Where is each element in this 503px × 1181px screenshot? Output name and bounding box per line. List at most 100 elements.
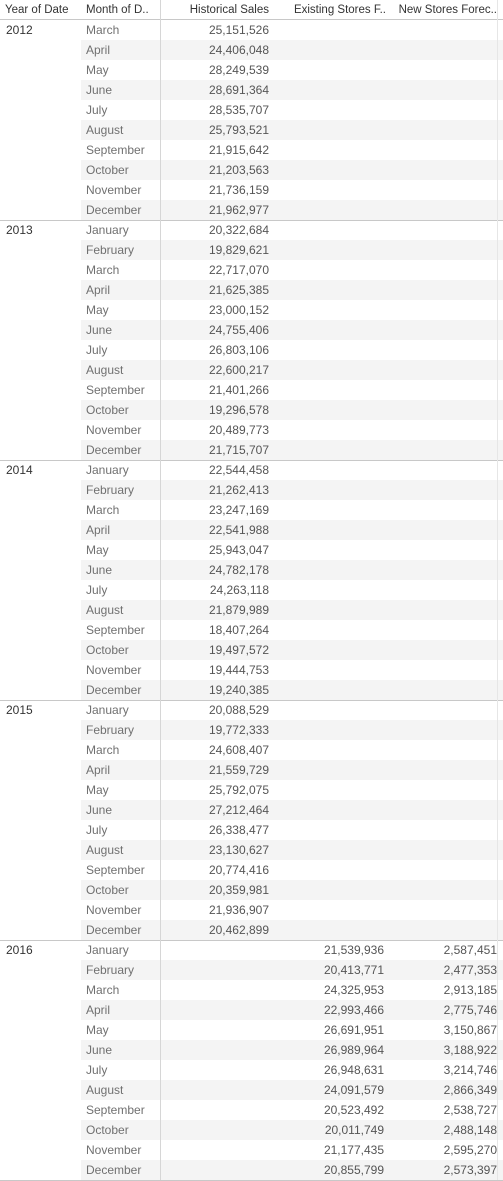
- existing-stores-forecast-value: [270, 200, 384, 220]
- table-row[interactable]: November 19,444,753: [0, 660, 503, 680]
- table-row[interactable]: October 20,359,981: [0, 880, 503, 900]
- table-row[interactable]: January 22,544,458: [0, 460, 503, 480]
- new-stores-forecast-value: [388, 900, 497, 920]
- month-label: October: [86, 643, 129, 657]
- year-group: March 25,151,526 April 24,406,048 May 28,249,…: [0, 20, 503, 220]
- table-row[interactable]: June 24,782,178: [0, 560, 503, 580]
- table-row[interactable]: August 25,793,521: [0, 120, 503, 140]
- historical-sales-value: 28,691,364: [208, 83, 269, 97]
- row-band: [81, 920, 503, 940]
- table-row[interactable]: October 19,296,578: [0, 400, 503, 420]
- right-edge-divider: [497, 0, 498, 1181]
- new-stores-forecast-value: [388, 860, 497, 880]
- table-row[interactable]: September 18,407,264: [0, 620, 503, 640]
- table-row[interactable]: January 20,088,529: [0, 700, 503, 720]
- table-row[interactable]: September 20,523,492 2,538,727: [0, 1100, 503, 1120]
- table-row[interactable]: June 27,212,464: [0, 800, 503, 820]
- historical-sales-value: [161, 1080, 269, 1100]
- month-label: August: [86, 1083, 124, 1097]
- table-row[interactable]: February 21,262,413: [0, 480, 503, 500]
- table-row[interactable]: December 21,715,707: [0, 440, 503, 460]
- new-stores-forecast-value: [388, 480, 497, 500]
- table-row[interactable]: August 24,091,579 2,866,349: [0, 1080, 503, 1100]
- table-row[interactable]: July 26,338,477: [0, 820, 503, 840]
- month-label: June: [86, 1043, 113, 1057]
- new-stores-forecast-value: [388, 260, 497, 280]
- table-row[interactable]: October 20,011,749 2,488,148: [0, 1120, 503, 1140]
- month-label: November: [86, 1143, 142, 1157]
- historical-sales-value: 26,803,106: [208, 343, 269, 357]
- table-row[interactable]: November 21,936,907: [0, 900, 503, 920]
- table-row[interactable]: April 21,625,385: [0, 280, 503, 300]
- existing-stores-forecast-value: [270, 280, 384, 300]
- table-row[interactable]: May 28,249,539: [0, 60, 503, 80]
- table-row[interactable]: August 21,879,989: [0, 600, 503, 620]
- table-row[interactable]: July 26,803,106: [0, 340, 503, 360]
- table-row[interactable]: July 28,535,707: [0, 100, 503, 120]
- new-stores-forecast-value: [388, 600, 497, 620]
- table-row[interactable]: August 22,600,217: [0, 360, 503, 380]
- table-row[interactable]: January 21,539,936 2,587,451: [0, 940, 503, 960]
- table-row[interactable]: June 28,691,364: [0, 80, 503, 100]
- table-row[interactable]: January 20,322,684: [0, 220, 503, 240]
- table-row[interactable]: February 19,829,621: [0, 240, 503, 260]
- new-stores-forecast-value: [388, 160, 497, 180]
- table-row[interactable]: March 22,717,070: [0, 260, 503, 280]
- header-new-stores-forecast[interactable]: New Stores Forec..: [398, 4, 497, 16]
- month-label: November: [86, 903, 142, 917]
- table-row[interactable]: April 22,993,466 2,775,746: [0, 1000, 503, 1020]
- table-row[interactable]: October 21,203,563: [0, 160, 503, 180]
- table-row[interactable]: July 26,948,631 3,214,746: [0, 1060, 503, 1080]
- table-row[interactable]: May 26,691,951 3,150,867: [0, 1020, 503, 1040]
- table-row[interactable]: September 21,401,266: [0, 380, 503, 400]
- existing-stores-forecast-value: [270, 660, 384, 680]
- historical-sales-value: 19,772,333: [208, 723, 269, 737]
- table-row[interactable]: November 21,177,435 2,595,270: [0, 1140, 503, 1160]
- table-row[interactable]: December 21,962,977: [0, 200, 503, 220]
- row-band: [81, 360, 503, 380]
- month-label: June: [86, 323, 113, 337]
- table-row[interactable]: December 20,855,799 2,573,397: [0, 1160, 503, 1180]
- table-row[interactable]: June 26,989,964 3,188,922: [0, 1040, 503, 1060]
- table-row[interactable]: March 24,325,953 2,913,185: [0, 980, 503, 1000]
- new-stores-forecast-value: [388, 320, 497, 340]
- header-historical-sales[interactable]: Historical Sales: [189, 4, 269, 16]
- new-stores-forecast-value: [388, 120, 497, 140]
- table-row[interactable]: November 21,736,159: [0, 180, 503, 200]
- table-row[interactable]: April 24,406,048: [0, 40, 503, 60]
- table-row[interactable]: February 19,772,333: [0, 720, 503, 740]
- year-group: January 20,088,529 February 19,772,333 March…: [0, 700, 503, 940]
- table-row[interactable]: December 19,240,385: [0, 680, 503, 700]
- month-label: May: [86, 1023, 109, 1037]
- existing-stores-forecast-value: 20,523,492: [323, 1103, 384, 1117]
- row-band: [81, 1120, 503, 1140]
- table-row[interactable]: May 25,943,047: [0, 540, 503, 560]
- table-row[interactable]: September 20,774,416: [0, 860, 503, 880]
- table-row[interactable]: July 24,263,118: [0, 580, 503, 600]
- table-row[interactable]: June 24,755,406: [0, 320, 503, 340]
- table-row[interactable]: August 23,130,627: [0, 840, 503, 860]
- month-label: July: [86, 343, 108, 357]
- table-row[interactable]: April 21,559,729: [0, 760, 503, 780]
- table-row[interactable]: March 23,247,169: [0, 500, 503, 520]
- table-row[interactable]: February 20,413,771 2,477,353: [0, 960, 503, 980]
- row-band: [81, 960, 503, 980]
- historical-sales-value: 19,497,572: [208, 643, 269, 657]
- table-row[interactable]: November 20,489,773: [0, 420, 503, 440]
- header-year-of-date[interactable]: Year of Date: [5, 4, 69, 16]
- header-existing-stores-forecast[interactable]: Existing Stores F..: [293, 4, 386, 16]
- table-row[interactable]: September 21,915,642: [0, 140, 503, 160]
- header-month-of-date[interactable]: Month of D..: [86, 4, 149, 16]
- table-row[interactable]: December 20,462,899: [0, 920, 503, 940]
- year-label: 2015: [6, 703, 33, 717]
- row-band: [81, 480, 503, 500]
- new-stores-forecast-value: [388, 760, 497, 780]
- table-row[interactable]: March 25,151,526: [0, 20, 503, 40]
- table-row[interactable]: May 25,792,075: [0, 780, 503, 800]
- historical-sales-value: 24,608,407: [208, 743, 269, 757]
- table-row[interactable]: April 22,541,988: [0, 520, 503, 540]
- table-row[interactable]: May 23,000,152: [0, 300, 503, 320]
- table-row[interactable]: March 24,608,407: [0, 740, 503, 760]
- new-stores-forecast-value: 2,866,349: [443, 1083, 497, 1097]
- table-row[interactable]: October 19,497,572: [0, 640, 503, 660]
